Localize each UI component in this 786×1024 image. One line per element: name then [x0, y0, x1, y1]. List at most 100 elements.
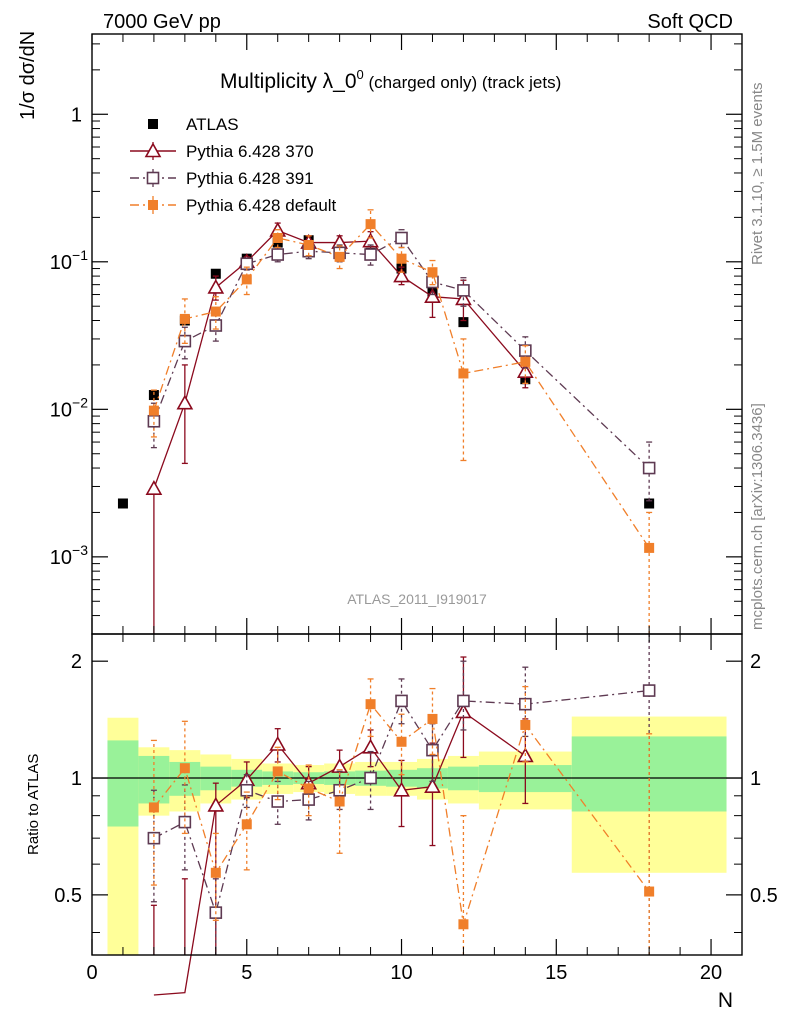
main-point-pythia-6-428-391 — [642, 461, 656, 475]
ratio-ytick-label-right: 1 — [750, 768, 761, 790]
main-ytick-label-base: 10 — [50, 547, 72, 569]
legend-label-pythia-6-428-default: Pythia 6.428 default — [186, 196, 337, 215]
main-point-pythia-6-428-default — [365, 219, 376, 230]
ratio-ytick-label-left: 2 — [71, 651, 82, 673]
main-ytick-label: 1 — [71, 104, 82, 126]
ratio-point-pythia-6-428-default — [334, 796, 345, 807]
legend-entry-atlas: ATLAS — [148, 115, 239, 134]
main-point-pythia-6-428-default — [458, 368, 469, 379]
y-axis-label: 1/σ dσ/dN — [17, 31, 39, 120]
main-point-atlas — [210, 268, 221, 279]
ratio-point-pythia-6-428-default — [365, 699, 376, 710]
main-ytick-label: 10−1 — [50, 247, 88, 274]
main-point-pythia-6-428-default — [396, 253, 407, 264]
ratio-point-pythia-6-428-default — [210, 867, 221, 878]
main-point-pythia-6-428-391 — [209, 319, 223, 332]
main-point-pythia-6-428-370 — [424, 288, 441, 303]
main-point-pythia-6-428-default — [334, 251, 345, 262]
chart-title-suffix: (charged only) (track jets) — [364, 73, 561, 92]
legend-entry-pythia-6-428-370: Pythia 6.428 370 — [130, 142, 314, 161]
ratio-y-axis-label: Ratio to ATLAS — [25, 754, 42, 855]
ratio-point-pythia-6-428-370 — [424, 778, 441, 793]
legend: ATLAS Pythia 6.428 370 Pythia 6.428 391 Pyt… — [130, 115, 337, 215]
main-ytick-label-base: 10 — [50, 399, 72, 421]
ratio-data-layer — [92, 634, 742, 996]
legend-marker-pythia-6-428-default — [148, 200, 158, 210]
chart-title: Multiplicity λ_00 (charged only) (track … — [220, 67, 561, 93]
legend-label-atlas: ATLAS — [186, 115, 239, 134]
legend-marker-atlas — [148, 119, 158, 129]
ratio-point-pythia-6-428-391 — [642, 684, 656, 697]
legend-label-pythia-6-428-391: Pythia 6.428 391 — [186, 169, 314, 188]
ratio-point-pythia-6-428-391 — [240, 783, 254, 797]
ratio-point-pythia-6-428-370 — [207, 796, 225, 812]
ratio-point-pythia-6-428-391 — [364, 771, 377, 785]
ratio-ytick-label-right: 0.5 — [750, 885, 778, 907]
ratio-point-pythia-6-428-391 — [147, 831, 161, 845]
main-point-pythia-6-428-default — [272, 232, 283, 243]
main-point-pythia-6-428-default — [520, 356, 531, 367]
main-point-pythia-6-428-default — [427, 267, 438, 278]
ratio-point-pythia-6-428-391 — [271, 795, 285, 808]
mcplots-label: mcplots.cern.ch [arXiv:1306.3436] — [749, 403, 766, 630]
main-point-pythia-6-428-391 — [364, 248, 377, 261]
ratio-axes: 0.5 0.51 12 20 5 10 15 20 — [54, 633, 778, 984]
ratio-xtick-label: 20 — [700, 962, 722, 984]
ratio-line-pythia-6-428-370 — [153, 710, 526, 996]
main-point-pythia-6-428-default — [148, 405, 159, 416]
ratio-point-pythia-6-428-391 — [426, 743, 439, 757]
main-series-pythia-6-428-370 — [145, 221, 534, 634]
ratio-series-pythia-6-428-370 — [150, 656, 534, 996]
main-point-pythia-6-428-default — [210, 306, 221, 317]
main-point-pythia-6-428-default — [179, 313, 190, 324]
ratio-frame — [91, 633, 743, 956]
main-point-pythia-6-428-370 — [145, 480, 163, 495]
ratio-point-pythia-6-428-default — [303, 783, 314, 794]
ratio-point-pythia-6-428-default — [241, 819, 252, 830]
ratio-series-pythia-6-428-391 — [147, 634, 656, 955]
analysis-id: ATLAS_2011_I919017 — [347, 591, 487, 607]
chart-title-sup: 0 — [357, 67, 364, 82]
legend-entry-pythia-6-428-391: Pythia 6.428 391 — [130, 169, 314, 188]
main-point-atlas — [644, 498, 655, 509]
ratio-xtick-label: 5 — [241, 962, 252, 984]
rivet-label: Rivet 3.1.10, ≥ 1.5M events — [749, 83, 766, 266]
ratio-point-pythia-6-428-391 — [302, 793, 315, 806]
main-point-pythia-6-428-391 — [271, 248, 285, 261]
ratio-point-pythia-6-428-default — [644, 886, 655, 897]
ratio-point-pythia-6-428-391 — [457, 694, 470, 708]
main-point-pythia-6-428-default — [241, 274, 252, 285]
legend-marker-pythia-6-428-370 — [144, 142, 162, 158]
main-point-atlas — [117, 498, 128, 509]
ratio-point-pythia-6-428-370 — [393, 781, 410, 797]
energy-label: 7000 GeV pp — [103, 11, 221, 33]
chart-title-main: Multiplicity λ_0 — [220, 70, 357, 93]
ratio-band-green — [107, 740, 139, 827]
ratio-xtick-label: 15 — [545, 962, 567, 984]
ratio-xtick-label: 0 — [86, 962, 97, 984]
main-ytick-label-base: 10 — [50, 252, 72, 274]
ratio-point-pythia-6-428-default — [427, 713, 438, 724]
ratio-series-pythia-6-428-default — [148, 678, 655, 955]
main-series-pythia-6-428-default — [148, 209, 655, 634]
ratio-point-pythia-6-428-391 — [519, 697, 532, 711]
legend-marker-pythia-6-428-391 — [146, 171, 160, 185]
ratio-ytick-label-right: 2 — [750, 651, 761, 673]
x-axis-label: N — [718, 989, 733, 1012]
ratio-point-pythia-6-428-370 — [269, 735, 287, 751]
ratio-point-pythia-6-428-default — [272, 766, 283, 777]
ratio-point-pythia-6-428-default — [179, 763, 190, 774]
main-data-layer — [117, 209, 656, 634]
main-point-pythia-6-428-391 — [395, 231, 408, 245]
ratio-xtick-label: 10 — [390, 962, 412, 984]
main-ytick-label-exp: −2 — [72, 394, 88, 410]
main-point-atlas — [458, 317, 469, 328]
main-series-atlas — [117, 235, 655, 509]
ratio-ytick-label-left: 0.5 — [54, 885, 82, 907]
main-panel: 110−110−210−3 Multiplicity λ_00 (charged… — [17, 31, 743, 635]
main-ytick-label: 10−2 — [50, 394, 88, 421]
main-point-pythia-6-428-391 — [147, 414, 161, 428]
main-point-pythia-6-428-370 — [393, 267, 410, 283]
main-ytick-label: 10−3 — [50, 542, 88, 569]
